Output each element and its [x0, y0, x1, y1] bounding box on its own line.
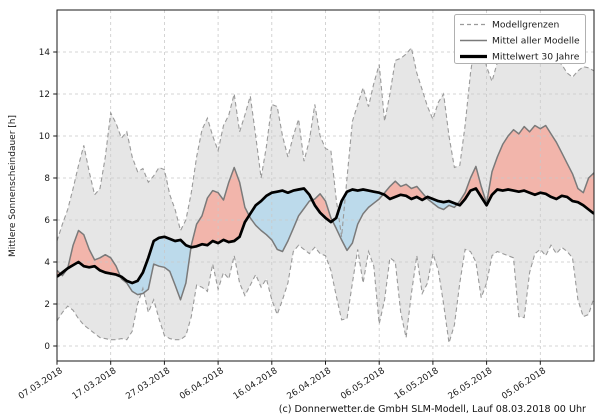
x-tick-label: 06.05.2018: [339, 366, 387, 402]
y-axis-label: Mittlere Sonnenscheindauer [h]: [8, 115, 18, 257]
legend-box: [454, 14, 586, 64]
below-normal-fill: [60, 188, 458, 300]
legend: Modellgrenzen Mittel aller Modelle Mitte…: [454, 14, 586, 64]
x-tick-label: 07.03.2018: [17, 366, 65, 402]
x-tick-label: 27.03.2018: [124, 366, 172, 402]
legend-label-mittel-aller-modelle: Mittel aller Modelle: [492, 36, 580, 47]
x-tick-label: 26.04.2018: [285, 366, 333, 402]
climate-mean-line: [57, 187, 594, 285]
x-tick-label: 16.05.2018: [393, 366, 441, 402]
y-tick-label: 6: [44, 216, 50, 226]
x-tick-label: 05.06.2018: [500, 366, 548, 402]
legend-label-modellgrenzen: Modellgrenzen: [492, 20, 559, 31]
legend-label-mittelwert-30-jahre: Mittelwert 30 Jahre: [492, 52, 580, 63]
x-tick-label: 26.05.2018: [447, 366, 495, 402]
y-tick-label: 4: [44, 258, 50, 268]
model-mean-line: [57, 124, 594, 301]
plot-frame: [56, 9, 595, 362]
plot-area: 0 2 4 6 8 10 12 14 07.03.2018 17.03.2018 27.03.201…: [17, 10, 594, 402]
x-tick-label: 06.04.2018: [178, 366, 226, 402]
model-upper-bound-line: [57, 36, 594, 242]
y-tick-label: 8: [44, 174, 50, 184]
x-tick-label: 16.04.2018: [232, 366, 280, 402]
y-tick-label: 12: [39, 90, 50, 100]
y-tick-label: 14: [39, 48, 51, 58]
y-tick-label: 2: [44, 300, 50, 310]
x-tick-label: 17.03.2018: [71, 366, 119, 402]
y-tick-label: 10: [39, 132, 51, 142]
model-lower-bound-line: [57, 244, 594, 344]
y-tick-label: 0: [44, 342, 50, 352]
copyright-caption: (c) Donnerwetter.de GmbH SLM-Modell, Lau…: [279, 404, 586, 415]
